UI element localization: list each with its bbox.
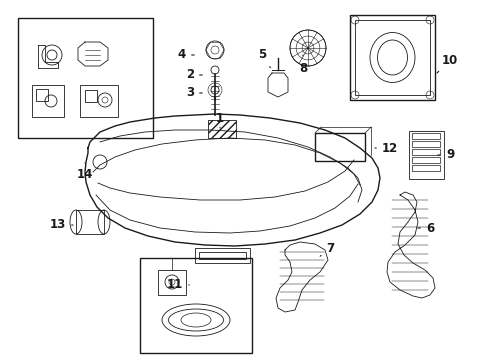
Text: 14: 14 <box>77 163 93 181</box>
Bar <box>412 165 440 171</box>
Text: 3: 3 <box>186 86 202 99</box>
Bar <box>412 133 440 139</box>
Text: 13: 13 <box>50 219 73 231</box>
Bar <box>195 248 250 263</box>
Bar <box>412 141 440 147</box>
Bar <box>32 85 64 117</box>
Text: 7: 7 <box>320 242 334 256</box>
Text: 12: 12 <box>375 141 398 154</box>
Bar <box>18 18 153 138</box>
Text: 11: 11 <box>167 279 189 292</box>
Bar <box>208 120 236 138</box>
Bar <box>140 258 252 353</box>
Text: 2: 2 <box>186 68 202 81</box>
Bar <box>76 210 104 234</box>
Text: 5: 5 <box>258 49 270 68</box>
Text: 4: 4 <box>178 49 194 62</box>
Bar <box>85 90 97 102</box>
Text: 10: 10 <box>437 54 458 73</box>
Bar <box>315 133 365 161</box>
Text: 9: 9 <box>438 148 454 162</box>
Bar <box>80 85 118 117</box>
Bar <box>412 157 440 163</box>
Bar <box>36 89 48 101</box>
Text: 6: 6 <box>418 221 434 234</box>
Bar <box>412 149 440 155</box>
Text: 1: 1 <box>216 112 224 128</box>
Text: 8: 8 <box>299 55 307 75</box>
Bar <box>350 15 435 100</box>
Bar <box>409 131 444 179</box>
Bar <box>158 270 186 295</box>
Bar <box>199 252 246 259</box>
Bar <box>355 20 430 95</box>
